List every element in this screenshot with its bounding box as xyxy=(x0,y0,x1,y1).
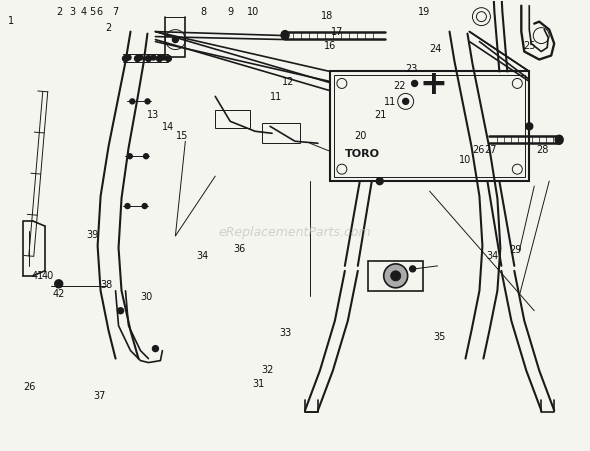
Bar xyxy=(215,110,250,128)
Circle shape xyxy=(526,123,533,130)
Text: 33: 33 xyxy=(279,328,291,338)
Text: 32: 32 xyxy=(261,365,274,375)
Text: 12: 12 xyxy=(282,77,294,87)
Bar xyxy=(334,75,525,177)
Text: 11: 11 xyxy=(384,97,396,107)
Circle shape xyxy=(161,55,166,60)
Text: 37: 37 xyxy=(94,391,106,401)
Circle shape xyxy=(145,99,150,104)
Circle shape xyxy=(138,55,143,60)
Circle shape xyxy=(146,55,152,61)
Circle shape xyxy=(402,98,409,104)
Circle shape xyxy=(123,55,129,61)
Text: 15: 15 xyxy=(176,131,188,141)
Text: 42: 42 xyxy=(53,289,65,299)
Circle shape xyxy=(412,80,418,87)
Text: 10: 10 xyxy=(460,155,471,166)
Circle shape xyxy=(151,55,156,60)
Text: 26: 26 xyxy=(473,145,485,155)
Text: 23: 23 xyxy=(405,64,418,74)
Text: 24: 24 xyxy=(429,44,441,54)
Text: 8: 8 xyxy=(201,7,207,17)
Text: TORO: TORO xyxy=(345,149,380,159)
Text: 26: 26 xyxy=(23,382,35,392)
FancyBboxPatch shape xyxy=(330,71,529,181)
Circle shape xyxy=(130,99,135,104)
Text: 7: 7 xyxy=(113,7,119,17)
Circle shape xyxy=(376,178,384,184)
Text: 9: 9 xyxy=(227,7,234,17)
Text: 13: 13 xyxy=(146,110,159,120)
Text: 1: 1 xyxy=(8,16,15,26)
Text: 25: 25 xyxy=(523,41,535,51)
Text: 14: 14 xyxy=(162,122,175,132)
Text: 10: 10 xyxy=(247,7,259,17)
Text: 2: 2 xyxy=(57,7,63,17)
Text: 18: 18 xyxy=(321,11,333,22)
Text: 5: 5 xyxy=(89,7,95,17)
Text: 36: 36 xyxy=(233,244,245,254)
Text: 19: 19 xyxy=(418,7,431,17)
Circle shape xyxy=(165,55,171,61)
Text: 6: 6 xyxy=(97,7,103,17)
Ellipse shape xyxy=(281,31,289,40)
Circle shape xyxy=(55,280,63,288)
Bar xyxy=(368,261,422,291)
Ellipse shape xyxy=(555,135,563,144)
Circle shape xyxy=(152,345,159,352)
Text: 30: 30 xyxy=(140,292,153,303)
Circle shape xyxy=(126,55,131,60)
Text: 17: 17 xyxy=(331,27,343,37)
Text: 41: 41 xyxy=(31,271,44,281)
Circle shape xyxy=(143,154,149,159)
Circle shape xyxy=(117,308,123,314)
Text: 31: 31 xyxy=(253,379,265,389)
Text: 21: 21 xyxy=(374,110,386,120)
Text: 40: 40 xyxy=(42,271,54,281)
Circle shape xyxy=(135,55,140,61)
Text: 27: 27 xyxy=(484,145,497,155)
Text: 4: 4 xyxy=(80,7,86,17)
Circle shape xyxy=(125,203,130,208)
Text: 3: 3 xyxy=(70,7,76,17)
Circle shape xyxy=(172,37,178,42)
Circle shape xyxy=(142,203,147,208)
Text: 16: 16 xyxy=(324,41,336,51)
Circle shape xyxy=(156,55,162,61)
Text: 2: 2 xyxy=(105,23,111,32)
Text: 20: 20 xyxy=(355,131,367,141)
Text: 11: 11 xyxy=(270,92,282,102)
Text: 22: 22 xyxy=(394,81,406,91)
Text: +: + xyxy=(419,69,447,101)
Text: 35: 35 xyxy=(433,332,445,342)
Text: 34: 34 xyxy=(196,251,208,261)
Text: 29: 29 xyxy=(509,245,522,255)
Circle shape xyxy=(127,154,132,159)
Circle shape xyxy=(384,264,408,288)
Bar xyxy=(262,123,300,143)
Circle shape xyxy=(409,266,415,272)
Circle shape xyxy=(391,271,401,281)
Text: 39: 39 xyxy=(86,230,98,240)
Text: 28: 28 xyxy=(536,145,548,155)
Text: 34: 34 xyxy=(486,251,498,261)
Text: 38: 38 xyxy=(101,280,113,290)
Text: eReplacementParts.com: eReplacementParts.com xyxy=(219,226,371,239)
